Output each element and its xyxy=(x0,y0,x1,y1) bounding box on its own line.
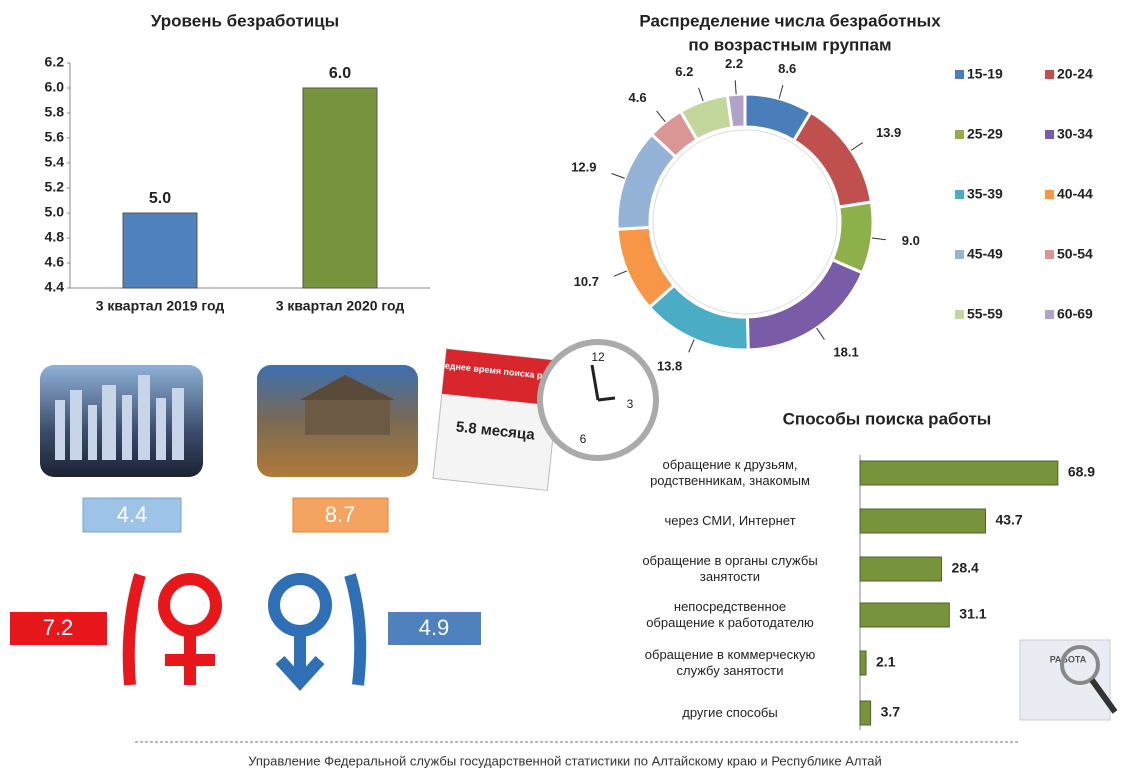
category-label: другие способы xyxy=(615,705,845,721)
legend-label: 20-24 xyxy=(1057,66,1093,82)
y-tick-label: 5.4 xyxy=(45,154,65,170)
legend-label: 50-54 xyxy=(1057,246,1093,262)
bar xyxy=(860,461,1058,485)
male-symbol xyxy=(274,575,360,685)
value-label: 4.6 xyxy=(629,90,647,105)
legend-swatch xyxy=(1045,310,1054,319)
clock-number: 6 xyxy=(580,432,587,446)
value-label: 6.0 xyxy=(329,65,351,82)
value-label: 43.7 xyxy=(995,512,1022,528)
bar xyxy=(860,701,871,725)
y-tick-label: 4.8 xyxy=(45,229,65,245)
y-tick-label: 4.6 xyxy=(45,254,65,270)
men-value: 4.9 xyxy=(419,615,450,640)
legend-swatch xyxy=(1045,190,1054,199)
donut-center xyxy=(653,130,837,314)
leader-line xyxy=(657,111,666,122)
chart-title: Способы поиска работы xyxy=(783,409,992,428)
infographic: 4.4 8.7 7.2 4.9 Среднее время поиска раб… xyxy=(0,0,1129,769)
value-label: 9.0 xyxy=(902,233,920,248)
legend-swatch xyxy=(1045,250,1054,259)
value-label: 5.0 xyxy=(149,190,171,207)
city-value: 4.4 xyxy=(117,502,148,527)
women-value: 7.2 xyxy=(43,615,74,640)
legend-swatch xyxy=(955,250,964,259)
y-tick-label: 6.0 xyxy=(45,79,65,95)
job-sign: РАБОТА xyxy=(1050,654,1087,664)
legend-label: 40-44 xyxy=(1057,186,1093,202)
footer: Управление Федеральной службы государств… xyxy=(248,753,882,768)
category-label: непосредственное обращение к работодател… xyxy=(615,599,845,631)
leader-line xyxy=(612,173,625,178)
leader-line xyxy=(735,80,736,94)
leader-line xyxy=(817,328,825,340)
value-label: 2.1 xyxy=(876,654,896,670)
legend-swatch xyxy=(1045,130,1054,139)
category-label: обращение в органы службы занятости xyxy=(615,553,845,585)
value-label: 13.9 xyxy=(876,125,901,140)
clock-number: 12 xyxy=(591,350,605,364)
value-label: 31.1 xyxy=(959,606,986,622)
value-label: 10.7 xyxy=(574,274,599,289)
legend-label: 30-34 xyxy=(1057,126,1093,142)
value-label: 68.9 xyxy=(1068,464,1095,480)
bar xyxy=(860,651,866,675)
bar xyxy=(860,557,942,581)
bar xyxy=(303,88,377,288)
donut-segment xyxy=(727,94,745,128)
y-tick-label: 5.8 xyxy=(45,104,65,120)
legend-label: 60-69 xyxy=(1057,306,1093,322)
leader-line xyxy=(872,238,886,240)
leader-line xyxy=(614,271,627,276)
leader-line xyxy=(689,339,695,352)
value-label: 2.2 xyxy=(725,56,743,71)
village-value: 8.7 xyxy=(325,502,356,527)
bar xyxy=(123,213,197,288)
clock-number: 3 xyxy=(627,397,634,411)
value-label: 18.1 xyxy=(833,344,858,359)
category-label: обращение к друзьям, родственникам, знак… xyxy=(615,457,845,489)
leader-line xyxy=(779,85,783,98)
y-tick-label: 5.6 xyxy=(45,129,65,145)
legend-swatch xyxy=(955,310,964,319)
house xyxy=(305,400,390,435)
y-tick-label: 4.4 xyxy=(45,279,65,295)
value-label: 6.2 xyxy=(675,64,693,79)
category-label: через СМИ, Интернет xyxy=(615,513,845,529)
x-tick-label: 3 квартал 2020 год xyxy=(276,298,405,314)
y-tick-label: 6.2 xyxy=(45,54,65,70)
y-tick-label: 5.2 xyxy=(45,179,65,195)
legend-swatch xyxy=(955,130,964,139)
chart-title: Распределение числа безработных xyxy=(639,11,941,30)
legend-label: 45-49 xyxy=(967,246,1003,262)
leader-line xyxy=(851,143,863,151)
canvas: 4.4 8.7 7.2 4.9 Среднее время поиска раб… xyxy=(0,0,1129,769)
legend-label: 25-29 xyxy=(967,126,1003,142)
value-label: 3.7 xyxy=(881,704,901,720)
legend-label: 15-19 xyxy=(967,66,1003,82)
bar xyxy=(860,509,985,533)
legend-swatch xyxy=(955,70,964,79)
leader-line xyxy=(699,88,704,101)
legend-label: 35-39 xyxy=(967,186,1003,202)
value-label: 8.6 xyxy=(778,61,796,76)
value-label: 28.4 xyxy=(952,560,979,576)
female-symbol xyxy=(129,575,216,685)
legend-label: 55-59 xyxy=(967,306,1003,322)
bar xyxy=(860,603,949,627)
category-label: обращение в коммерческую службу занятост… xyxy=(615,647,845,679)
legend-swatch xyxy=(1045,70,1054,79)
chart-title: по возрастным группам xyxy=(688,35,891,54)
x-tick-label: 3 квартал 2019 год xyxy=(96,298,225,314)
chart-title: Уровень безработицы xyxy=(151,11,339,30)
value-label: 12.9 xyxy=(571,159,596,174)
value-label: 13.8 xyxy=(657,358,682,373)
y-tick-label: 5.0 xyxy=(45,204,65,220)
legend-swatch xyxy=(955,190,964,199)
